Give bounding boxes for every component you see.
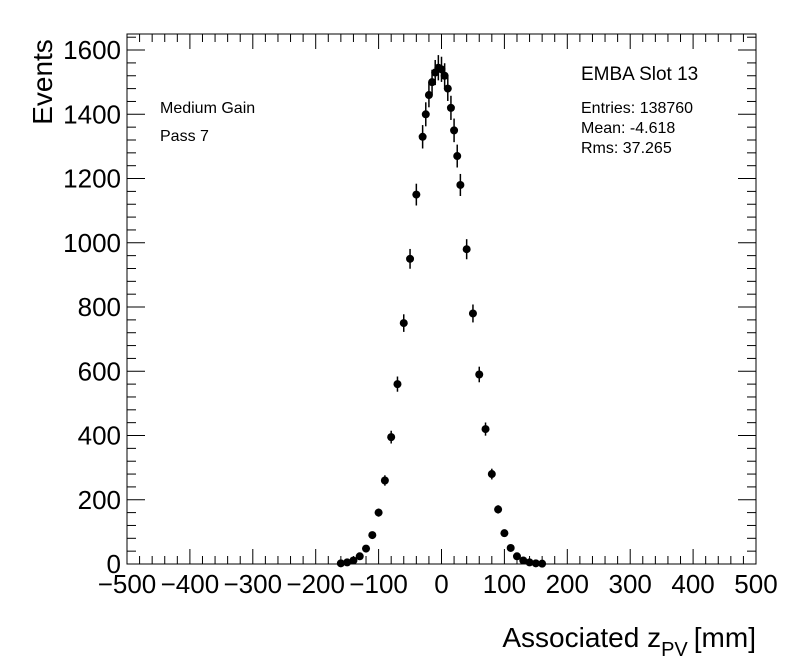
data-point <box>475 370 484 379</box>
data-point <box>525 558 534 567</box>
data-point <box>512 552 521 561</box>
x-axis-title-unit: [mm] <box>694 622 756 653</box>
data-point <box>406 254 415 263</box>
x-tick-label: −200 <box>286 569 345 599</box>
axis-ticks <box>126 34 757 565</box>
data-point <box>440 71 449 80</box>
data-point <box>487 470 496 479</box>
x-tick-label: 100 <box>483 569 526 599</box>
data-point <box>393 380 402 389</box>
stats-rms: Rms: 37.265 <box>581 140 672 157</box>
data-point <box>343 558 352 567</box>
axis-tick-labels: −500 −400 −300 −200 −100 0 100 200 300 400 500 0 200… <box>63 35 778 599</box>
x-axis-title-subscript: PV <box>661 639 688 661</box>
data-point <box>418 132 427 141</box>
data-marks <box>336 55 547 568</box>
data-point <box>428 78 437 87</box>
x-tick-label: −100 <box>349 569 408 599</box>
x-axis-title: Associated zPV [mm] <box>502 622 756 661</box>
x-tick-label: 0 <box>434 569 448 599</box>
gain-label: Medium Gain <box>160 100 255 117</box>
data-point <box>453 152 462 161</box>
data-point <box>443 84 452 93</box>
data-point <box>446 103 455 112</box>
y-tick-label: 400 <box>78 421 121 451</box>
data-point <box>456 180 465 189</box>
stats-entries: Entries: 138760 <box>581 100 693 117</box>
y-tick-label: 1600 <box>63 35 121 65</box>
x-tick-label: −500 <box>98 569 157 599</box>
y-tick-label: 1400 <box>63 99 121 129</box>
pass-label: Pass 7 <box>160 128 209 145</box>
x-axis-title-main: Associated z <box>502 622 661 653</box>
y-tick-label: 1200 <box>63 164 121 194</box>
data-point <box>450 126 459 135</box>
data-point <box>374 508 383 517</box>
y-tick-label: 600 <box>78 356 121 386</box>
x-tick-label: 300 <box>609 569 652 599</box>
x-tick-label: −400 <box>161 569 220 599</box>
data-point <box>500 529 509 538</box>
slot-title: EMBA Slot 13 <box>581 64 698 85</box>
data-point <box>424 91 433 100</box>
data-point <box>462 245 471 254</box>
data-point <box>437 65 446 74</box>
y-tick-label: 0 <box>107 549 121 579</box>
data-point <box>336 559 345 568</box>
data-point <box>494 505 503 514</box>
stats-mean: Mean: -4.618 <box>581 120 675 137</box>
x-tick-label: 400 <box>671 569 714 599</box>
data-point <box>349 556 358 565</box>
x-tick-label: 500 <box>734 569 777 599</box>
data-point <box>412 190 421 199</box>
data-point <box>380 476 389 485</box>
data-point <box>362 544 371 553</box>
x-tick-label: −300 <box>224 569 283 599</box>
y-axis-title: Events <box>27 39 58 125</box>
data-point <box>355 552 364 561</box>
data-point <box>538 559 547 568</box>
y-tick-label: 800 <box>78 292 121 322</box>
data-point <box>481 425 490 434</box>
data-point <box>368 531 377 540</box>
y-tick-label: 200 <box>78 485 121 515</box>
data-point <box>531 559 540 568</box>
data-point <box>519 556 528 565</box>
data-point <box>468 309 477 318</box>
data-point <box>399 319 408 328</box>
x-tick-label: 200 <box>546 569 589 599</box>
y-tick-label: 1000 <box>63 228 121 258</box>
data-point <box>387 433 396 442</box>
data-point <box>421 110 430 119</box>
data-point <box>506 543 515 552</box>
